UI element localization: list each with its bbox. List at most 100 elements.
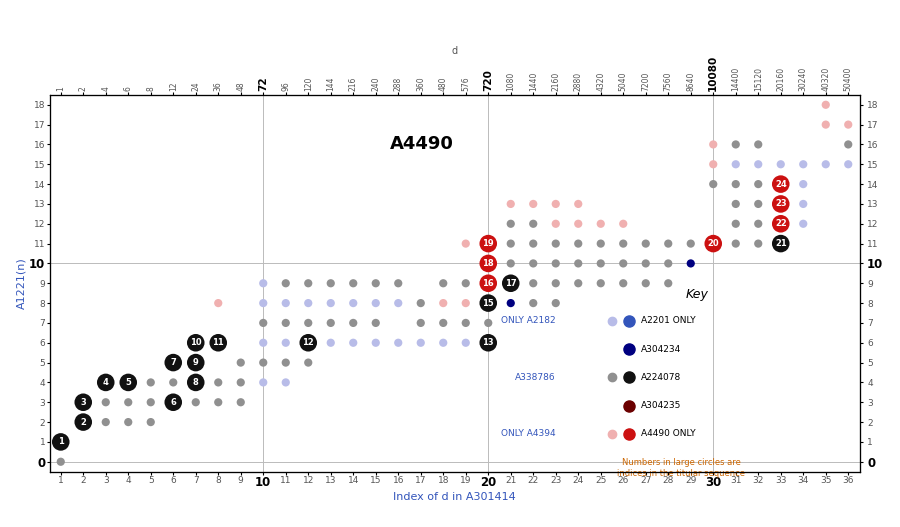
X-axis label: d: d (452, 46, 457, 56)
Point (121, 418, 135, 426)
Point (144, 418, 158, 426)
Point (166, 398, 180, 406)
Point (458, 319, 473, 327)
Point (256, 279, 270, 288)
Point (594, 279, 608, 288)
Point (436, 279, 450, 288)
Point (256, 378, 270, 387)
Point (841, 160, 855, 169)
Point (661, 239, 675, 248)
Point (481, 319, 495, 327)
Point (774, 200, 788, 208)
Point (234, 358, 248, 367)
Point (98, 418, 113, 426)
Point (774, 239, 788, 248)
Point (594, 239, 608, 248)
Point (279, 338, 293, 347)
Point (211, 338, 225, 347)
Point (549, 259, 563, 268)
Point (98, 398, 113, 406)
Point (324, 319, 338, 327)
Point (729, 180, 743, 188)
Text: A2201 ONLY: A2201 ONLY (641, 316, 696, 326)
Point (639, 279, 653, 288)
Point (819, 120, 833, 129)
Point (639, 259, 653, 268)
Point (279, 319, 293, 327)
Point (481, 239, 495, 248)
Text: 9: 9 (193, 358, 199, 367)
Point (279, 378, 293, 387)
Point (256, 299, 270, 307)
Point (684, 239, 698, 248)
Point (796, 180, 810, 188)
Point (706, 140, 720, 149)
Point (279, 358, 293, 367)
Point (414, 299, 428, 307)
Text: 23: 23 (775, 199, 787, 209)
Point (751, 200, 765, 208)
Point (121, 378, 135, 387)
Point (526, 239, 540, 248)
Point (549, 239, 563, 248)
Point (661, 259, 675, 268)
Point (98, 378, 113, 387)
Point (189, 338, 203, 347)
Text: 17: 17 (505, 279, 517, 288)
Point (324, 299, 338, 307)
Text: 1: 1 (58, 437, 64, 446)
Text: Numbers in large circles are
indices in the titular sequence: Numbers in large circles are indices in … (617, 458, 745, 478)
Point (481, 279, 495, 288)
Point (774, 160, 788, 169)
X-axis label: Index of d in A301414: Index of d in A301414 (393, 492, 516, 502)
Point (774, 180, 788, 188)
Point (391, 279, 405, 288)
Point (481, 259, 495, 268)
Point (189, 358, 203, 367)
Point (549, 299, 563, 307)
Point (751, 239, 765, 248)
Text: 10: 10 (190, 338, 202, 347)
Point (616, 239, 630, 248)
Point (819, 101, 833, 109)
Text: 8: 8 (193, 378, 199, 387)
Point (616, 220, 630, 228)
Text: 5: 5 (125, 378, 131, 387)
Point (504, 200, 518, 208)
Text: 11: 11 (212, 338, 224, 347)
Point (324, 279, 338, 288)
Point (571, 200, 585, 208)
Text: 15: 15 (482, 299, 494, 308)
Point (301, 358, 316, 367)
Text: 7: 7 (170, 358, 176, 367)
Point (841, 120, 855, 129)
Point (391, 338, 405, 347)
Point (571, 239, 585, 248)
Text: A4490: A4490 (391, 135, 454, 153)
Point (54, 438, 68, 446)
Point (436, 319, 450, 327)
Point (369, 319, 383, 327)
Text: 4: 4 (103, 378, 109, 387)
Point (121, 398, 135, 406)
Point (234, 398, 248, 406)
Point (234, 378, 248, 387)
Point (346, 319, 360, 327)
Point (796, 200, 810, 208)
Point (369, 338, 383, 347)
Point (369, 279, 383, 288)
Point (706, 239, 720, 248)
Point (571, 220, 585, 228)
Point (526, 220, 540, 228)
Point (166, 378, 180, 387)
Point (616, 259, 630, 268)
Point (729, 220, 743, 228)
Point (256, 319, 270, 327)
Point (458, 279, 473, 288)
Point (706, 180, 720, 188)
Point (751, 180, 765, 188)
Text: 19: 19 (482, 239, 494, 248)
Point (481, 338, 495, 347)
Text: A338786: A338786 (515, 373, 556, 382)
Text: 22: 22 (775, 219, 787, 228)
